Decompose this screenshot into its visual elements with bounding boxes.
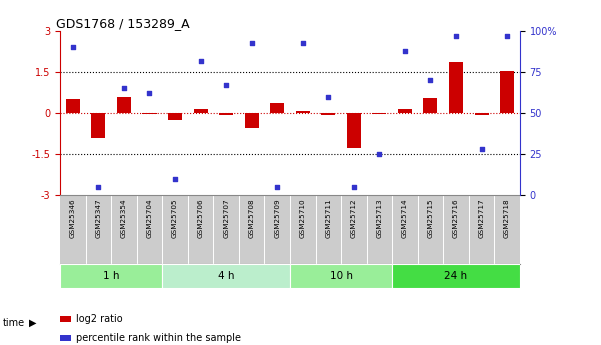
Bar xyxy=(270,104,284,113)
Bar xyxy=(60,264,162,288)
Text: GSM25710: GSM25710 xyxy=(300,198,306,238)
Point xyxy=(400,48,410,53)
Text: GDS1768 / 153289_A: GDS1768 / 153289_A xyxy=(55,17,189,30)
Point xyxy=(298,40,308,45)
Point xyxy=(170,176,180,181)
Point xyxy=(68,45,78,50)
Text: GSM25707: GSM25707 xyxy=(223,198,229,238)
Text: GSM25704: GSM25704 xyxy=(147,198,153,238)
Bar xyxy=(168,113,182,120)
Bar xyxy=(219,113,233,115)
Text: GSM25709: GSM25709 xyxy=(274,198,280,238)
Point xyxy=(221,82,231,88)
Point xyxy=(374,151,384,157)
Bar xyxy=(322,113,335,115)
Text: GSM25713: GSM25713 xyxy=(376,198,382,238)
Bar xyxy=(117,97,131,113)
Point xyxy=(426,78,435,83)
Bar xyxy=(245,113,258,128)
Text: 4 h: 4 h xyxy=(218,271,234,281)
Text: 1 h: 1 h xyxy=(103,271,120,281)
Bar xyxy=(194,109,207,113)
Bar xyxy=(449,62,463,113)
Text: GSM25717: GSM25717 xyxy=(478,198,484,238)
Text: log2 ratio: log2 ratio xyxy=(76,314,123,324)
Text: GSM25346: GSM25346 xyxy=(70,198,76,238)
Text: GSM25715: GSM25715 xyxy=(427,198,433,238)
Point xyxy=(349,184,359,189)
Bar xyxy=(475,113,489,115)
Point xyxy=(272,184,282,189)
Text: GSM25708: GSM25708 xyxy=(249,198,255,238)
Bar xyxy=(162,264,290,288)
Text: GSM25716: GSM25716 xyxy=(453,198,459,238)
Text: GSM25711: GSM25711 xyxy=(325,198,331,238)
Text: GSM25706: GSM25706 xyxy=(198,198,204,238)
Text: ▶: ▶ xyxy=(29,318,36,327)
Text: GSM25712: GSM25712 xyxy=(351,198,357,238)
Bar xyxy=(398,109,412,113)
Point xyxy=(94,184,103,189)
Bar xyxy=(296,111,310,113)
Text: 24 h: 24 h xyxy=(445,271,468,281)
Text: GSM25354: GSM25354 xyxy=(121,198,127,238)
Point xyxy=(502,33,512,39)
Text: GSM25714: GSM25714 xyxy=(402,198,408,238)
Point xyxy=(247,40,257,45)
Point xyxy=(451,33,461,39)
Point xyxy=(323,94,333,99)
Point xyxy=(477,146,486,152)
Text: 10 h: 10 h xyxy=(329,271,353,281)
Bar xyxy=(500,71,514,113)
Text: percentile rank within the sample: percentile rank within the sample xyxy=(76,333,241,343)
Text: GSM25347: GSM25347 xyxy=(96,198,102,238)
Bar xyxy=(91,113,105,138)
Point xyxy=(119,86,129,91)
Point xyxy=(145,91,154,96)
Bar xyxy=(66,99,80,113)
Text: GSM25718: GSM25718 xyxy=(504,198,510,238)
Bar xyxy=(347,113,361,148)
Text: time: time xyxy=(3,318,25,327)
Point xyxy=(196,58,206,63)
Bar xyxy=(424,98,438,113)
Text: GSM25705: GSM25705 xyxy=(172,198,178,238)
Bar xyxy=(290,264,392,288)
Bar xyxy=(392,264,520,288)
Bar xyxy=(142,113,156,114)
Bar xyxy=(373,113,386,114)
